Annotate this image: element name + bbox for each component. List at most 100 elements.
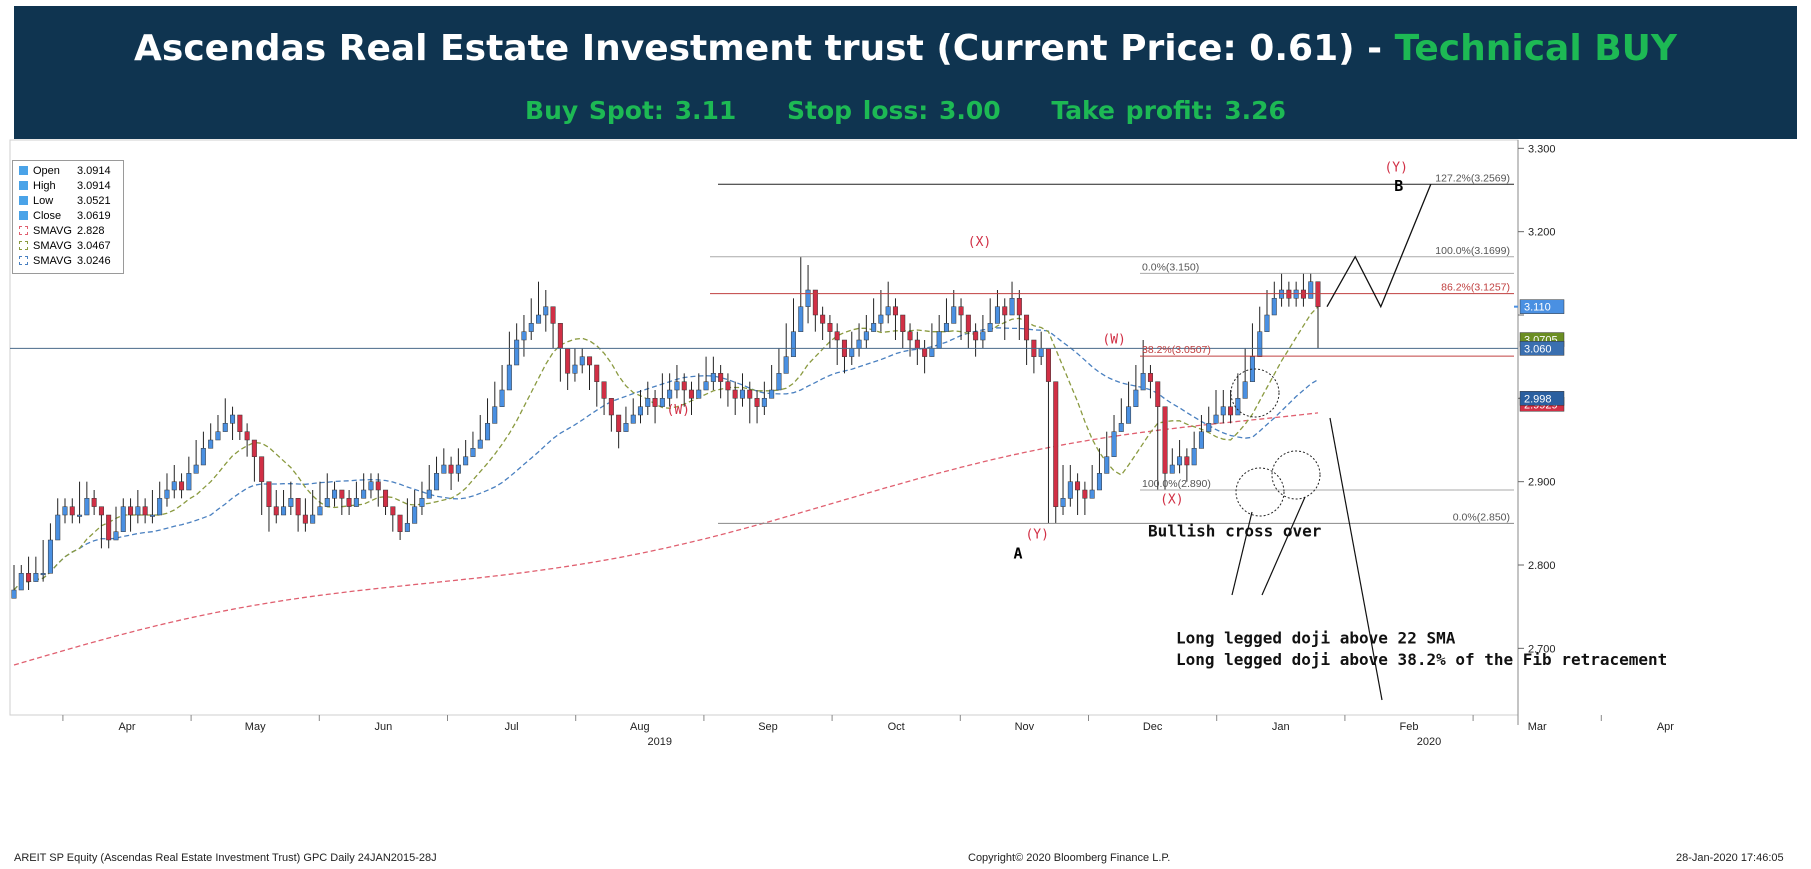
price-tag-label: 3.110: [1524, 302, 1551, 314]
fib-level-label: 38.2%(3.0507): [1142, 344, 1211, 356]
candle-body: [1191, 448, 1197, 466]
candle-body: [339, 489, 345, 499]
candle-body: [1009, 298, 1015, 316]
footer-security: AREIT SP Equity (Ascendas Real Estate In…: [14, 852, 437, 864]
legend-label: Open: [33, 165, 60, 177]
candle-body: [1104, 456, 1110, 474]
candle-body: [164, 489, 170, 499]
candle-body: [1147, 373, 1153, 382]
candle-body: [565, 348, 571, 374]
x-tick-label: Nov: [1015, 721, 1035, 733]
legend-value: 2.828: [77, 225, 105, 237]
x-tick-label: Sep: [758, 721, 778, 733]
legend-entry: High 3.0914: [19, 180, 111, 194]
candle-body: [266, 481, 272, 507]
candle-body: [40, 573, 46, 576]
candle-body: [1257, 331, 1263, 357]
highlight-circle: [1271, 450, 1321, 500]
legend-swatch: [19, 166, 28, 175]
y-tick-label: 3.300: [1528, 143, 1556, 155]
year-label: 2019: [648, 736, 672, 748]
annotation-text: Long legged doji above 22 SMA: [1176, 628, 1456, 647]
candle-body: [1060, 498, 1066, 507]
candle-body: [375, 481, 381, 491]
candle-body: [477, 439, 483, 449]
candle-body: [383, 489, 389, 507]
legend-value: 3.0914: [77, 180, 111, 192]
candle-body: [288, 498, 294, 507]
wave-label: (W): [667, 403, 690, 418]
candle-body: [412, 506, 418, 524]
highlight-circle: [1235, 467, 1285, 517]
x-tick-label: Mar: [1528, 721, 1547, 733]
fib-level-label: 100.0%(2.890): [1142, 478, 1211, 490]
annotation-text: Long legged doji above 38.2% of the Fib …: [1176, 650, 1667, 669]
legend-entry: SMAVG 3.0467: [19, 240, 111, 254]
sma-long-line: [13, 412, 1319, 666]
candle-body: [1053, 381, 1059, 507]
sma-50-line: [13, 327, 1319, 591]
candle-body: [113, 531, 119, 541]
candle-body: [281, 506, 287, 516]
candle-body: [732, 389, 738, 399]
legend-label: Close: [33, 210, 62, 222]
candle-body: [295, 498, 301, 516]
x-tick-label: Apr: [1657, 721, 1674, 733]
candle-body: [528, 323, 534, 332]
candle-body: [324, 498, 330, 507]
candle-body: [892, 306, 898, 316]
candle-body: [885, 306, 891, 316]
wave-label: A: [1013, 544, 1022, 562]
candle-body: [244, 431, 250, 441]
fib-level-label: 86.2%(3.1257): [1441, 282, 1510, 294]
title-text: Ascendas Real Estate Investment trust (C…: [134, 28, 1395, 69]
candle-body: [404, 523, 410, 532]
candle-body: [492, 406, 498, 424]
legend-label: SMAVG: [33, 255, 72, 267]
legend-swatch: [19, 256, 28, 265]
x-tick-label: Dec: [1143, 721, 1163, 733]
candle-body: [674, 381, 680, 391]
candle-body: [543, 306, 549, 316]
candle-body: [710, 373, 716, 382]
candle-body: [514, 339, 520, 366]
candle-body: [1089, 489, 1095, 499]
candle-body: [361, 489, 367, 499]
candle-body: [485, 423, 491, 441]
candle-body: [222, 423, 228, 432]
candle-body: [441, 464, 447, 474]
candle-body: [783, 356, 789, 374]
candle-body: [652, 398, 658, 407]
wave-label: (Y): [1384, 161, 1407, 176]
candle-body: [455, 464, 461, 474]
x-tick-label: Jan: [1272, 721, 1290, 733]
arrow-line: [1261, 496, 1306, 596]
candle-body: [900, 314, 906, 332]
candle-body: [1155, 381, 1161, 407]
candle-body: [601, 381, 607, 399]
candle-body: [616, 414, 622, 432]
wave-label: (Y): [1025, 527, 1048, 542]
candle-body: [1235, 398, 1241, 416]
candle-body: [834, 331, 840, 341]
candle-body: [922, 348, 928, 357]
candle-body: [434, 473, 440, 491]
candle-body: [186, 473, 192, 491]
candle-body: [1177, 456, 1183, 466]
wave-label: (W): [1102, 332, 1125, 347]
legend-value: 3.0619: [77, 210, 111, 222]
candle-body: [11, 589, 17, 599]
legend-swatch: [19, 181, 28, 190]
candle-body: [550, 306, 556, 324]
candle-body: [849, 348, 855, 357]
candle-body: [368, 481, 374, 491]
candle-body: [1111, 431, 1117, 457]
candle-body: [943, 323, 949, 332]
page-title: Ascendas Real Estate Investment trust (C…: [14, 28, 1797, 69]
legend-value: 3.0521: [77, 195, 111, 207]
wave-label: (X): [1160, 492, 1183, 507]
candle-body: [696, 389, 702, 399]
year-label: 2020: [1417, 736, 1441, 748]
candle-body: [1242, 381, 1248, 399]
candle-body: [1293, 289, 1299, 299]
